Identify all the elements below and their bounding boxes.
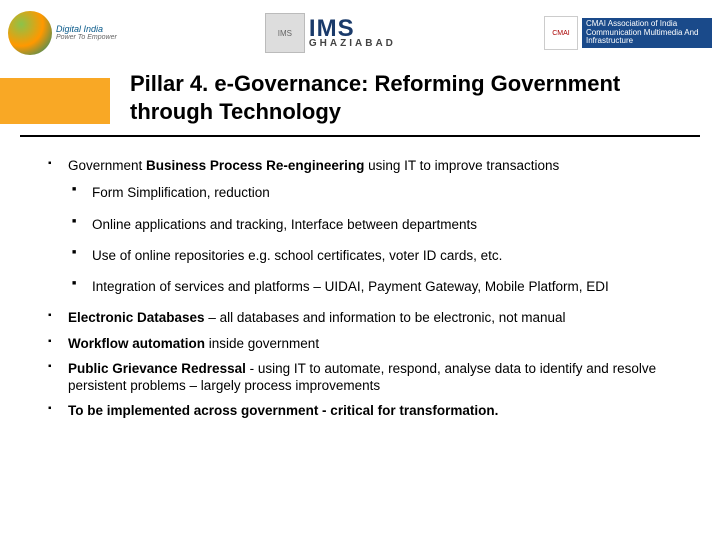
text-bold: Business Process Re-engineering (146, 158, 364, 173)
text: – all databases and information to be el… (205, 310, 566, 325)
list-item: Online applications and tracking, Interf… (68, 216, 692, 233)
list-item: Electronic Databases – all databases and… (48, 309, 692, 326)
text: Government (68, 158, 146, 173)
inner-list: Form Simplification, reduction Online ap… (68, 184, 692, 295)
ims-text: IMS GHAZIABAD (309, 18, 396, 49)
text: Integration of services and platforms – … (92, 279, 609, 294)
text-bold: To be implemented across government - cr… (68, 403, 498, 418)
digital-india-name: Digital India (56, 24, 103, 34)
title-underline (20, 135, 700, 137)
logo-digital-india: Digital India Power To Empower (8, 11, 117, 55)
text: using IT to improve transactions (364, 158, 559, 173)
slide-title: Pillar 4. e-Governance: Reforming Govern… (130, 70, 700, 125)
list-item: Public Grievance Redressal - using IT to… (48, 360, 692, 395)
list-item: Integration of services and platforms – … (68, 278, 692, 295)
list-item: Workflow automation inside government (48, 335, 692, 352)
text-bold: Public Grievance Redressal (68, 361, 250, 376)
outer-list: Government Business Process Re-engineeri… (48, 157, 692, 420)
ims-city: GHAZIABAD (309, 39, 396, 48)
list-item: Form Simplification, reduction (68, 184, 692, 201)
cmai-badge-icon: CMAI (544, 16, 578, 50)
digital-india-tagline: Power To Empower (56, 34, 117, 41)
header-logos: Digital India Power To Empower IMS IMS G… (0, 0, 720, 64)
list-item: To be implemented across government - cr… (48, 402, 692, 419)
logo-ims: IMS IMS GHAZIABAD (265, 13, 396, 53)
text: Online applications and tracking, Interf… (92, 217, 477, 232)
list-item: Government Business Process Re-engineeri… (48, 157, 692, 295)
cmai-text: CMAI Association of India Communication … (582, 18, 712, 48)
accent-block (0, 78, 110, 124)
ims-crest-icon: IMS (265, 13, 305, 53)
text: inside government (205, 336, 319, 351)
text-bold: Electronic Databases (68, 310, 205, 325)
text: Form Simplification, reduction (92, 185, 270, 200)
text-bold: Workflow automation (68, 336, 205, 351)
logo-cmai: CMAI CMAI Association of India Communica… (544, 16, 712, 50)
digital-india-text: Digital India Power To Empower (56, 25, 117, 41)
title-block: Pillar 4. e-Governance: Reforming Govern… (0, 64, 720, 133)
digital-india-icon (8, 11, 52, 55)
list-item: Use of online repositories e.g. school c… (68, 247, 692, 264)
content-body: Government Business Process Re-engineeri… (0, 133, 720, 420)
text: Use of online repositories e.g. school c… (92, 248, 502, 263)
